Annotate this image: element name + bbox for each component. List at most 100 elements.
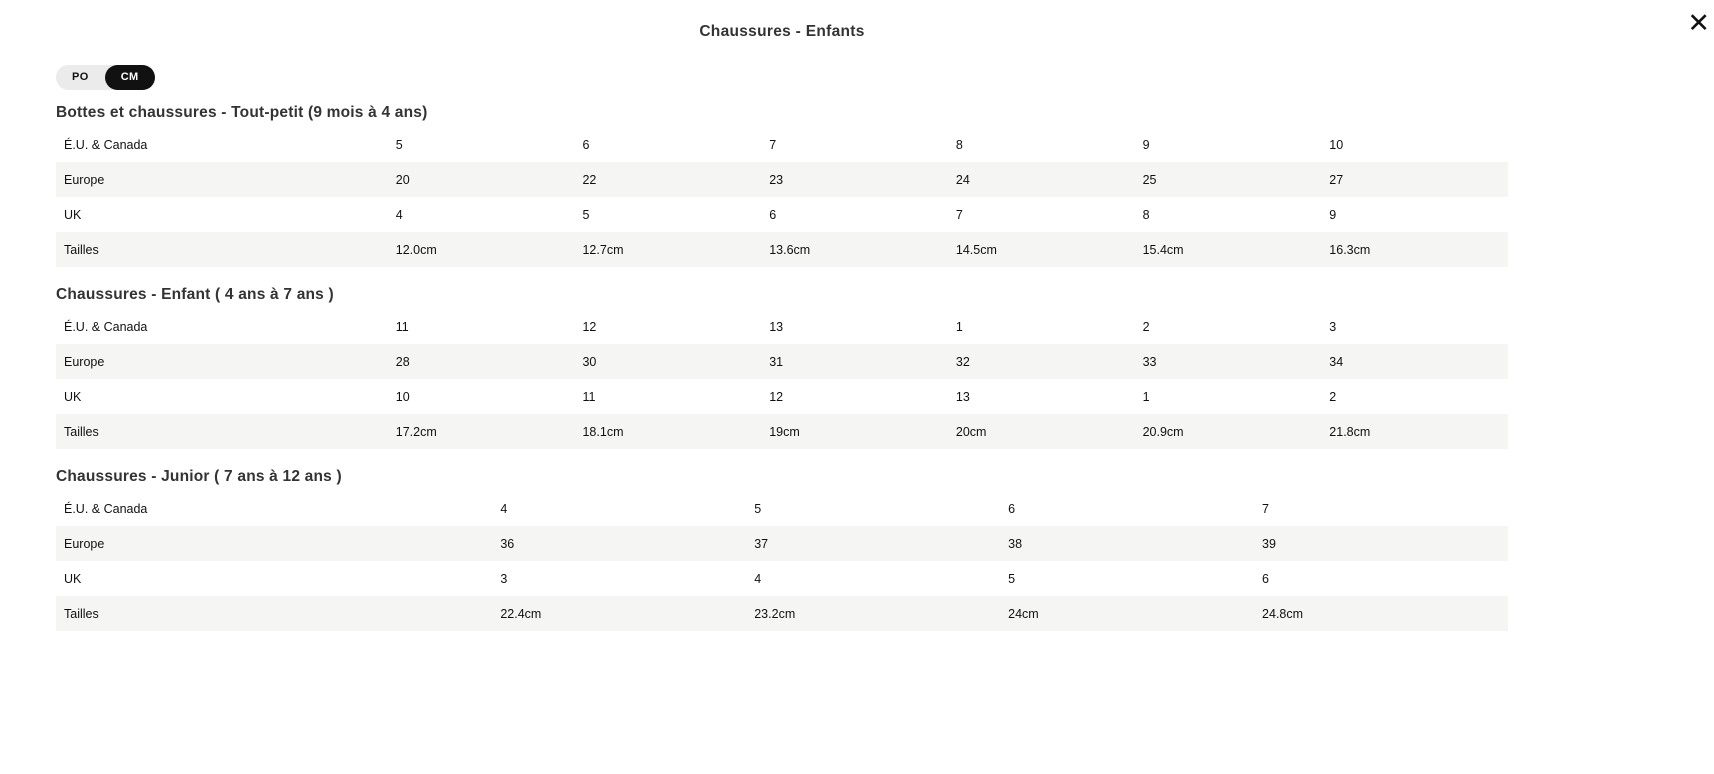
size-cell: 12	[582, 319, 597, 334]
table-row: Tailles 12.0cm 12.7cm 13.6cm 14.5cm 15.4cm 16.…	[56, 232, 1508, 267]
size-cell: 13	[769, 319, 784, 334]
size-cell: 23.2cm	[754, 606, 796, 621]
size-cell: 23	[769, 172, 784, 187]
size-cell: 24	[955, 172, 970, 187]
size-cell: 5	[395, 137, 403, 152]
size-cell: 4	[754, 571, 762, 586]
table-row: É.U. & Canada 5 6 7 8 9 10	[56, 127, 1508, 162]
size-cell: 1	[1142, 389, 1150, 404]
size-cell: 5	[754, 501, 762, 516]
size-cell: 17.2cm	[395, 424, 437, 439]
size-cell: 22	[582, 172, 597, 187]
size-cell: 3	[500, 571, 508, 586]
row-label: É.U. & Canada	[64, 501, 148, 516]
size-cell: 7	[955, 207, 963, 222]
size-cell: 6	[582, 137, 590, 152]
table-row: É.U. & Canada 4 5 6 7	[56, 491, 1508, 526]
size-chart-section: Chaussures - Junior ( 7 ans à 12 ans ) É…	[56, 468, 1508, 631]
size-cell: 11	[582, 389, 596, 404]
size-cell: 27	[1329, 172, 1344, 187]
size-cell: 15.4cm	[1142, 242, 1184, 257]
size-cell: 9	[1142, 137, 1150, 152]
unit-toggle-option-po[interactable]: PO	[56, 65, 105, 90]
size-cell: 33	[1142, 354, 1157, 369]
size-cell: 3	[1329, 319, 1337, 334]
row-label: UK	[64, 207, 82, 222]
size-cell: 11	[395, 319, 409, 334]
size-cell: 2	[1329, 389, 1337, 404]
size-cell: 24.8cm	[1262, 606, 1304, 621]
size-cell: 13.6cm	[769, 242, 811, 257]
size-guide-modal: ✕ Chaussures - Enfants PO CM Bottes et c…	[0, 10, 1714, 631]
row-label: Tailles	[64, 242, 99, 257]
table-row: UK 4 5 6 7 8 9	[56, 197, 1508, 232]
size-cell: 34	[1329, 354, 1344, 369]
size-cell: 18.1cm	[582, 424, 624, 439]
table-row: Europe 36 37 38 39	[56, 526, 1508, 561]
row-label: Europe	[64, 172, 105, 187]
size-cell: 1	[955, 319, 963, 334]
row-label: É.U. & Canada	[64, 137, 148, 152]
size-cell: 5	[582, 207, 590, 222]
size-cell: 30	[582, 354, 597, 369]
close-icon: ✕	[1687, 8, 1710, 38]
close-button[interactable]: ✕	[1687, 10, 1710, 37]
size-cell: 6	[1008, 501, 1016, 516]
row-label: Europe	[64, 354, 105, 369]
size-cell: 28	[395, 354, 410, 369]
row-label: Europe	[64, 536, 105, 551]
section-heading: Chaussures - Enfant ( 4 ans à 7 ans )	[56, 286, 334, 303]
size-cell: 21.8cm	[1329, 424, 1371, 439]
size-chart-section: Chaussures - Enfant ( 4 ans à 7 ans ) É.…	[56, 286, 1508, 449]
table-row: Europe 28 30 31 32 33 34	[56, 344, 1508, 379]
size-cell: 19cm	[769, 424, 800, 439]
size-cell: 6	[1262, 571, 1269, 586]
table-row: UK 3 4 5 6	[56, 561, 1508, 596]
size-cell: 13	[955, 389, 970, 404]
sections: Bottes et chaussures - Tout-petit (9 moi…	[56, 104, 1508, 631]
size-cell: 31	[769, 354, 784, 369]
size-cell: 32	[955, 354, 970, 369]
size-chart-table: É.U. & Canada 5 6 7 8 9 10 Europe 20 22 23 24 25 27 UK…	[56, 127, 1508, 267]
table-row: Tailles 17.2cm 18.1cm 19cm 20cm 20.9cm 21.8cm	[56, 414, 1508, 449]
size-cell: 20cm	[955, 424, 987, 439]
row-label: UK	[64, 571, 82, 586]
size-cell: 37	[754, 536, 769, 551]
size-cell: 4	[395, 207, 403, 222]
size-chart-table: É.U. & Canada 11 12 13 1 2 3 Europe 28 30 31 32 33 34…	[56, 309, 1508, 449]
table-row: Tailles 22.4cm 23.2cm 24cm 24.8cm	[56, 596, 1508, 631]
size-cell: 16.3cm	[1329, 242, 1371, 257]
unit-toggle-option-cm[interactable]: CM	[104, 65, 155, 90]
size-cell: 20.9cm	[1142, 424, 1184, 439]
size-cell: 7	[769, 137, 777, 152]
size-chart-table: É.U. & Canada 4 5 6 7 Europe 36 37 38 39 UK 3 4 5 6 Tai…	[56, 491, 1508, 631]
size-cell: 12.7cm	[582, 242, 624, 257]
row-label: Tailles	[64, 424, 99, 439]
size-cell: 20	[395, 172, 410, 187]
size-cell: 25	[1142, 172, 1157, 187]
row-label: Tailles	[64, 606, 99, 621]
table-row: Europe 20 22 23 24 25 27	[56, 162, 1508, 197]
size-cell: 14.5cm	[955, 242, 997, 257]
size-cell: 12	[769, 389, 784, 404]
size-cell: 6	[769, 207, 777, 222]
page-title: Chaussures - Enfants	[699, 23, 865, 40]
unit-toggle: PO CM	[56, 65, 155, 90]
size-cell: 10	[1329, 137, 1344, 152]
size-cell: 8	[1142, 207, 1150, 222]
size-cell: 36	[500, 536, 515, 551]
size-cell: 38	[1008, 536, 1023, 551]
section-heading: Bottes et chaussures - Tout-petit (9 moi…	[56, 104, 428, 121]
section-heading: Chaussures - Junior ( 7 ans à 12 ans )	[56, 468, 342, 485]
row-label: É.U. & Canada	[64, 319, 148, 334]
table-row: É.U. & Canada 11 12 13 1 2 3	[56, 309, 1508, 344]
size-cell: 2	[1142, 319, 1150, 334]
size-cell: 8	[955, 137, 963, 152]
size-cell: 39	[1262, 536, 1276, 551]
size-guide-content: Chaussures - Enfants PO CM Bottes et cha…	[56, 23, 1508, 631]
size-cell: 24cm	[1008, 606, 1039, 621]
size-cell: 9	[1329, 207, 1337, 222]
size-cell: 10	[395, 389, 410, 404]
size-cell: 4	[500, 501, 508, 516]
size-cell: 7	[1262, 501, 1269, 516]
